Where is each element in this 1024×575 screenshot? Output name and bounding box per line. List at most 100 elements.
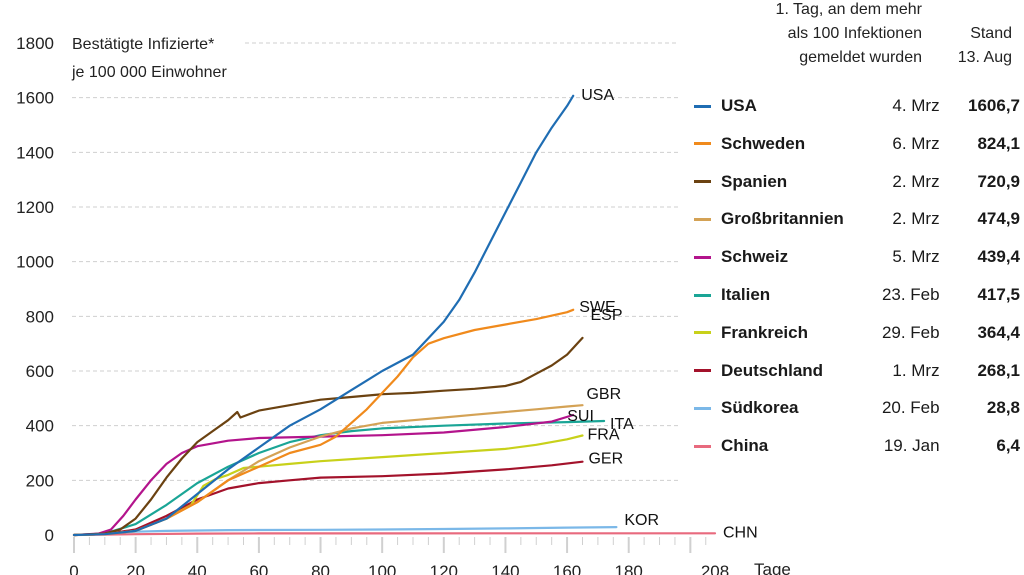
y-tick-label: 1400 [16,143,54,162]
legend-swatch [694,444,712,448]
legend-header-first-day: 1. Tag, an dem mehr als 100 Infektionen … [690,0,922,70]
end-label-ita: ITA [610,416,634,433]
legend-swatch [694,180,712,184]
y-tick-label: 400 [26,417,54,436]
end-label-ger: GER [588,451,623,468]
legend-first-day: 19. Jan [883,436,940,456]
chart-subtitle-line-1: Bestätigte Infizierte* [72,36,214,53]
legend-first-day: 29. Feb [881,322,940,342]
x-tick-label: 0 [69,562,78,575]
legend-country-name: Südkorea [721,398,799,418]
x-tick-label: 208 [701,562,729,575]
x-tick-label: 160 [553,562,581,575]
legend-first-day: 5. Mrz [892,247,940,267]
legend-value: 28,8 [986,398,1021,418]
y-axis: 0 200 400 600 800 1000 1200 1400 1600 1800 [16,34,54,545]
chart-subtitle-line-2: je 100 000 Einwohner [71,64,227,81]
legend-item-gbr: Großbritannien 2. Mrz 474,9 [690,204,1020,234]
series-group [72,94,717,537]
legend-country-name: Schweden [721,133,806,153]
legend-value: 474,9 [977,209,1021,229]
series-line-ger [72,460,584,537]
legend-header-line: als 100 Infektionen [787,25,922,42]
x-axis-label: Tage [754,560,791,575]
y-tick-label: 800 [26,307,54,326]
y-tick-label: 600 [26,362,54,381]
legend-header-line: 1. Tag, an dem mehr [775,1,922,18]
legend-swatch [694,255,712,259]
x-tick-label: 20 [126,562,145,575]
legend-value: 720,9 [977,171,1021,191]
legend-item-fra: Frankreich 29. Feb 364,4 [690,318,1020,348]
y-tick-label: 0 [45,526,54,545]
x-tick-label: 80 [311,562,330,575]
legend-value: 417,5 [977,285,1021,304]
legend-item-ita: Italien 23. Feb 417,5 [690,280,1020,310]
y-tick-label: 1600 [16,89,54,108]
legend-swatch [694,369,712,373]
legend-value: 824,1 [977,133,1021,153]
legend-value: 364,4 [977,322,1021,342]
legend-country-name: Großbritannien [721,209,844,229]
y-tick-label: 200 [26,471,54,490]
legend-swatch [694,293,712,297]
legend-first-day: 20. Feb [881,398,940,418]
legend-value: 268,1 [977,360,1021,380]
legend-item-ger: Deutschland 1. Mrz 268,1 [690,356,1020,386]
legend-item-kor: Südkorea 20. Feb 28,8 [690,393,1020,423]
legend-country-name: Spanien [721,171,788,191]
x-tick-label: 60 [249,562,268,575]
legend-country-name: China [721,436,769,456]
legend-item-usa: USA 4. Mrz 1606,7 [690,91,1020,121]
end-label-kor: KOR [624,512,659,529]
legend-country-name: Frankreich [721,322,808,342]
legend-value: 1606,7 [968,96,1021,115]
end-label-sui: SUI [567,408,594,425]
legend-first-day: 6. Mrz [892,133,940,153]
end-label-swe: SWE [579,299,615,316]
legend-header-value: Stand 13. Aug [926,22,1012,70]
series-line-swe [72,308,575,537]
series-line-sui [72,413,575,537]
y-tick-label: 1800 [16,34,54,53]
series-line-fra [72,434,584,537]
end-label-esp: ESP [590,307,622,324]
legend-item-swe: Schweden 6. Mrz 824,1 [690,129,1020,159]
legend-swatch [694,406,712,410]
x-axis: 0 20 40 60 80 100 120 140 160 180 208 [69,537,729,575]
legend-swatch [694,104,712,108]
legend-header-line: Stand [970,25,1012,42]
legend-country-name: Italien [721,285,771,304]
legend-first-day: 2. Mrz [892,209,940,229]
x-tick-label: 40 [188,562,207,575]
x-tick-label: 180 [615,562,643,575]
legend-country-name: Schweiz [721,247,789,267]
x-tick-label: 140 [491,562,519,575]
legend-item-sui: Schweiz 5. Mrz 439,4 [690,242,1020,272]
end-label-gbr: GBR [586,386,621,403]
legend-header-line: 13. Aug [957,49,1012,66]
end-label-chn: CHN [723,524,758,541]
end-label-usa: USA [581,87,614,104]
series-line-esp [72,336,584,537]
y-tick-label: 1000 [16,253,54,272]
legend-first-day: 4. Mrz [892,96,940,115]
legend-first-day: 2. Mrz [892,171,940,191]
legend-item-esp: Spanien 2. Mrz 720,9 [690,167,1020,197]
series-line-ita [72,419,606,537]
legend-first-day: 1. Mrz [892,360,940,380]
x-tick-label: 120 [430,562,458,575]
series-line-usa [72,94,575,537]
legend-swatch [694,331,712,335]
legend-value: 439,4 [977,247,1021,267]
x-tick-label: 100 [368,562,396,575]
legend-country-name: USA [721,96,757,115]
gridlines [72,42,678,481]
legend-item-chn: China 19. Jan 6,4 [690,431,1020,461]
legend-value: 6,4 [996,436,1021,456]
legend-swatch [694,142,712,146]
series-line-chn [72,532,717,537]
legend-first-day: 23. Feb [881,285,940,304]
